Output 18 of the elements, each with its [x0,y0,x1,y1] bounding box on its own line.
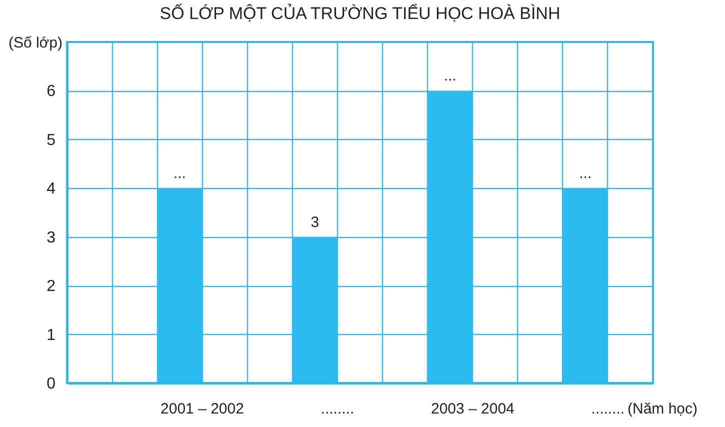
x-tick-label: ........ [320,400,354,418]
data-label: ... [579,165,592,182]
x-tick-label: 2001 – 2002 [160,400,244,418]
data-label: ... [173,165,186,182]
data-label: 3 [310,214,320,231]
x-axis-title: (Năm học) [628,400,698,418]
y-tick-label: 3 [46,229,56,246]
y-tick-label: 0 [46,376,56,392]
y-axis-title: (Số lớp) [8,34,62,52]
y-tick-label: 4 [46,180,56,198]
y-tick-label: 1 [46,326,56,344]
x-tick-label: 2003 – 2004 [430,400,514,418]
x-tick-label: ........ [591,400,625,418]
y-tick-label: 6 [46,83,56,100]
chart-title: SỐ LỚP MỘT CỦA TRƯỜNG TIỂU HỌC HOÀ BÌNH [160,3,560,23]
y-tick-label: 5 [46,132,56,149]
data-label: ... [444,68,456,85]
y-tick-label: 2 [46,278,56,296]
